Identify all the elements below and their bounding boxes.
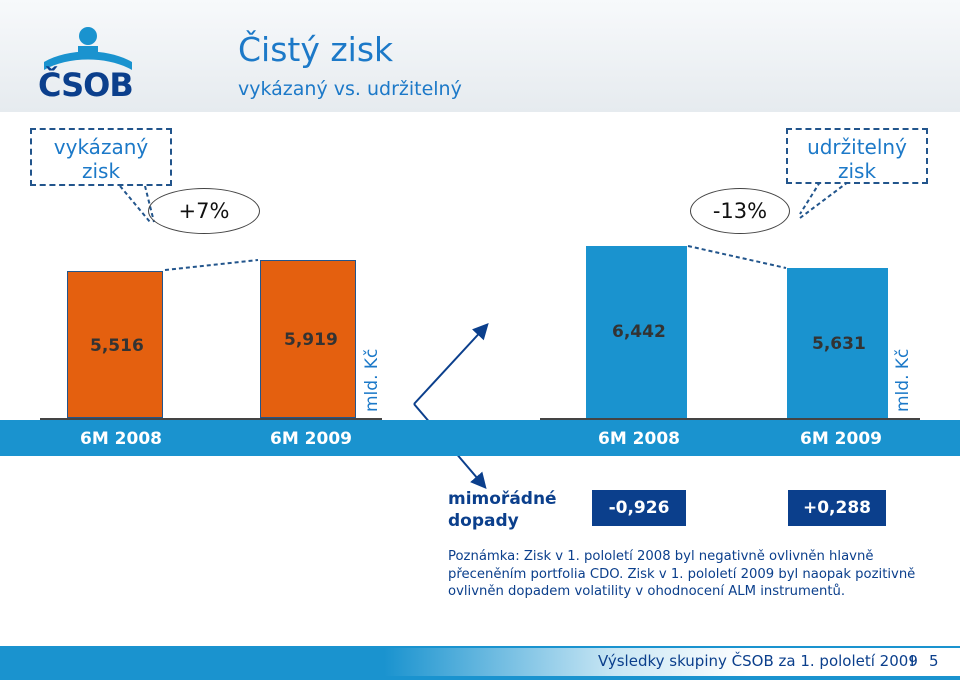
extraordinary-impacts-label: mimořádné dopady <box>448 489 557 531</box>
page-title: Čistý zisk <box>238 30 394 69</box>
arrow-up <box>413 323 489 405</box>
chart-0-bar-1 <box>260 259 356 418</box>
logo <box>38 26 138 106</box>
left-category-2: 6M 2009 <box>270 429 352 449</box>
chart-0-value-label-0: 5,516 <box>90 336 144 356</box>
right-unit-label: mld. Kč <box>893 348 913 412</box>
right-category-2: 6M 2009 <box>800 429 882 449</box>
page-subtitle: vykázaný vs. udržitelný <box>238 78 462 100</box>
left-category-1: 6M 2008 <box>80 429 162 449</box>
chart-1-baseline <box>540 418 920 420</box>
reported-callout-pointer <box>119 185 151 223</box>
reported-profit-callout: vykázaný zisk <box>30 128 172 186</box>
reported-trend-line <box>164 259 259 271</box>
header-band <box>0 0 960 112</box>
right-category-1: 6M 2008 <box>598 429 680 449</box>
category-strip <box>0 420 960 456</box>
sustainable-growth-badge: -13% <box>690 188 790 234</box>
chart-0-value-label-1: 5,919 <box>284 330 338 350</box>
footer-gradient <box>0 648 960 676</box>
chart-0-bar-0 <box>67 270 163 418</box>
left-unit-label: mld. Kč <box>362 348 382 412</box>
page-number: 5 <box>929 652 939 670</box>
footnote: Poznámka: Zisk v 1. pololetí 2008 byl ne… <box>448 549 916 599</box>
sustainable-profit-callout: udržitelný zisk <box>786 128 928 184</box>
reported-growth-badge: +7% <box>148 188 260 234</box>
impact-2008-value: -0,926 <box>592 490 686 526</box>
logo-text: ČSOB <box>38 66 134 104</box>
chart-1-bar-0 <box>586 246 687 418</box>
sustainable-trend-line <box>687 245 787 269</box>
chart-0-baseline <box>40 418 382 420</box>
chart-1-value-label-1: 5,631 <box>812 334 866 354</box>
chart-1-bar-1 <box>787 267 888 418</box>
sustainable-callout-pointer-2 <box>799 181 821 215</box>
footer-text: Výsledky skupiny ČSOB za 1. pololetí 200… <box>598 652 918 670</box>
impact-2009-value: +0,288 <box>788 490 886 526</box>
logo-symbol-icon <box>44 27 132 70</box>
footer-separator: I <box>910 652 915 670</box>
chart-1-value-label-0: 6,442 <box>612 322 666 342</box>
sustainable-callout-pointer <box>799 181 849 219</box>
